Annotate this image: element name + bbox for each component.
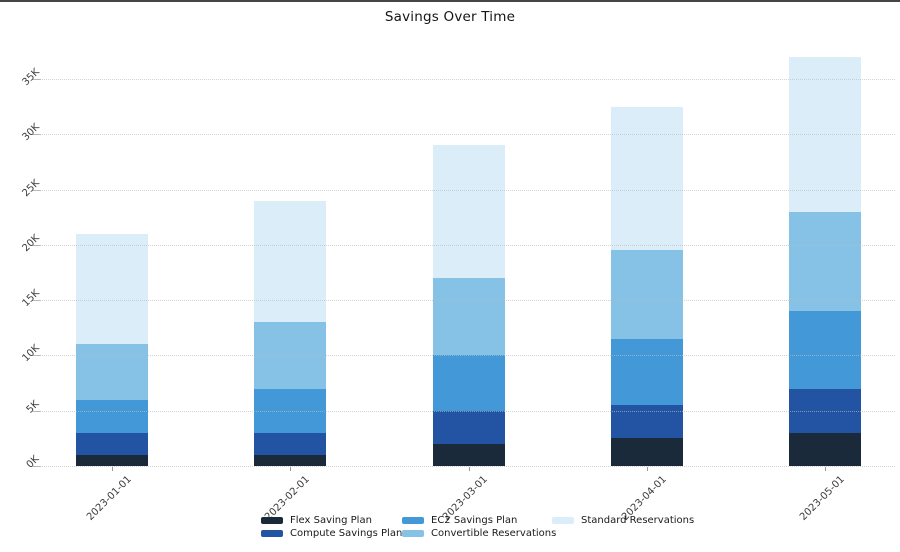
y-axis-label-0K: 0K — [24, 453, 42, 471]
gridline-15K — [40, 300, 895, 302]
y-axis-label-15K: 15K — [20, 287, 42, 310]
legend-item-standard-reservations: Standard Reservations — [552, 515, 694, 526]
bar-segment-2023-01-01-standard-reservations — [76, 233, 148, 345]
x-tick-2023-04-01 — [646, 467, 648, 471]
legend-column-1: Flex Saving Plan Compute Savings Plan — [261, 515, 402, 539]
legend-swatch-compute-savings-plan — [261, 530, 283, 537]
bar-segment-2023-04-01-convertible-reservations — [610, 250, 683, 339]
legend-item-compute-savings-plan: Compute Savings Plan — [261, 528, 402, 539]
bar-segment-2023-01-01-convertible-reservations — [76, 344, 148, 400]
gridline-5K — [40, 410, 895, 412]
y-axis-label-25K: 25K — [20, 177, 42, 199]
gridline-25K — [40, 189, 895, 191]
bar-segment-2023-02-01-ec2-savings-plan — [254, 388, 327, 433]
bar-segment-2023-03-01-ec2-savings-plan — [432, 355, 505, 411]
y-axis-label-30K: 30K — [20, 122, 42, 144]
chart-title: Savings Over Time — [384, 9, 516, 25]
bar-segment-2023-05-01-compute-savings-plan — [789, 388, 861, 433]
bar-segment-2023-01-01-flex-saving-plan — [76, 454, 148, 466]
bar-segment-2023-02-01-standard-reservations — [254, 200, 327, 323]
legend-swatch-standard-reservations — [552, 517, 574, 524]
y-tick-35K — [33, 79, 41, 80]
bar-segment-2023-01-01-compute-savings-plan — [76, 432, 148, 455]
legend-item-flex-saving-plan: Flex Saving Plan — [261, 515, 402, 526]
y-tick-20K — [33, 244, 41, 246]
gridline-20K — [40, 244, 895, 246]
window-top-edge — [0, 0, 900, 2]
bar-segment-2023-04-01-compute-savings-plan — [610, 405, 683, 439]
gridline-30K — [40, 134, 895, 136]
bar-segment-2023-02-01-compute-savings-plan — [254, 432, 327, 455]
y-axis-label-35K: 35K — [20, 66, 42, 89]
legend-label-flex-saving-plan: Flex Saving Plan — [290, 515, 372, 526]
x-axis-label-2023-02-01: 2023-02-01 — [263, 474, 313, 523]
bar-segment-2023-04-01-flex-saving-plan — [610, 438, 683, 466]
bar-segment-2023-02-01-flex-saving-plan — [254, 454, 327, 466]
y-tick-30K — [33, 134, 41, 136]
legend-column-3: Standard Reservations — [552, 515, 694, 526]
bar-segment-2023-03-01-standard-reservations — [432, 145, 505, 278]
y-tick-15K — [33, 300, 41, 302]
y-axis-label-20K: 20K — [20, 232, 42, 255]
x-tick-2023-02-01 — [290, 467, 292, 471]
legend-label-convertible-reservations: Convertible Reservations — [431, 528, 557, 539]
bar-segment-2023-05-01-standard-reservations — [789, 56, 861, 212]
y-tick-25K — [33, 189, 41, 191]
bar-segment-2023-05-01-flex-saving-plan — [789, 432, 861, 466]
gridline-0K — [40, 466, 895, 467]
bar-segment-2023-05-01-convertible-reservations — [789, 211, 861, 312]
x-tick-2023-01-01 — [112, 467, 113, 471]
legend-swatch-ec2-savings-plan — [402, 517, 424, 524]
y-axis-label-10K: 10K — [20, 343, 42, 365]
y-tick-0K — [33, 466, 41, 467]
x-axis-label-2023-03-01: 2023-03-01 — [441, 474, 491, 523]
bar-segment-2023-03-01-convertible-reservations — [432, 278, 505, 356]
y-axis-label-5K: 5K — [24, 398, 42, 416]
x-axis-label-2023-04-01: 2023-04-01 — [619, 474, 669, 523]
legend-item-ec2-savings-plan: EC2 Savings Plan — [402, 515, 556, 526]
legend-swatch-flex-saving-plan — [261, 517, 283, 524]
bar-segment-2023-03-01-flex-saving-plan — [432, 443, 505, 466]
y-tick-10K — [33, 355, 41, 357]
x-tick-2023-05-01 — [825, 467, 826, 471]
bar-segment-2023-04-01-standard-reservations — [610, 106, 683, 251]
bar-segment-2023-04-01-ec2-savings-plan — [610, 338, 683, 406]
gridline-10K — [40, 355, 895, 357]
bar-segment-2023-05-01-ec2-savings-plan — [789, 311, 861, 389]
x-axis-label-2023-05-01: 2023-05-01 — [797, 474, 847, 523]
legend-column-2: EC2 Savings Plan Convertible Reservations — [402, 515, 556, 539]
bar-segment-2023-02-01-convertible-reservations — [254, 322, 327, 389]
legend-item-convertible-reservations: Convertible Reservations — [402, 528, 556, 539]
x-tick-2023-03-01 — [468, 467, 470, 471]
legend-label-ec2-savings-plan: EC2 Savings Plan — [431, 515, 518, 526]
gridline-35K — [40, 79, 895, 80]
x-axis-label-2023-01-01: 2023-01-01 — [84, 474, 134, 523]
legend-label-standard-reservations: Standard Reservations — [581, 515, 695, 526]
legend-swatch-convertible-reservations — [402, 530, 424, 537]
bar-segment-2023-01-01-ec2-savings-plan — [76, 399, 148, 433]
legend-label-compute-savings-plan: Compute Savings Plan — [290, 528, 403, 539]
y-tick-5K — [33, 410, 41, 412]
bar-segment-2023-03-01-compute-savings-plan — [432, 410, 505, 444]
